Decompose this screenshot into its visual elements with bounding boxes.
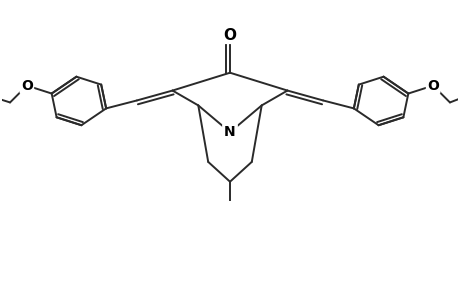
- Text: N: N: [224, 125, 235, 139]
- Text: O: O: [223, 28, 236, 43]
- Text: O: O: [426, 79, 438, 93]
- Text: O: O: [21, 79, 33, 93]
